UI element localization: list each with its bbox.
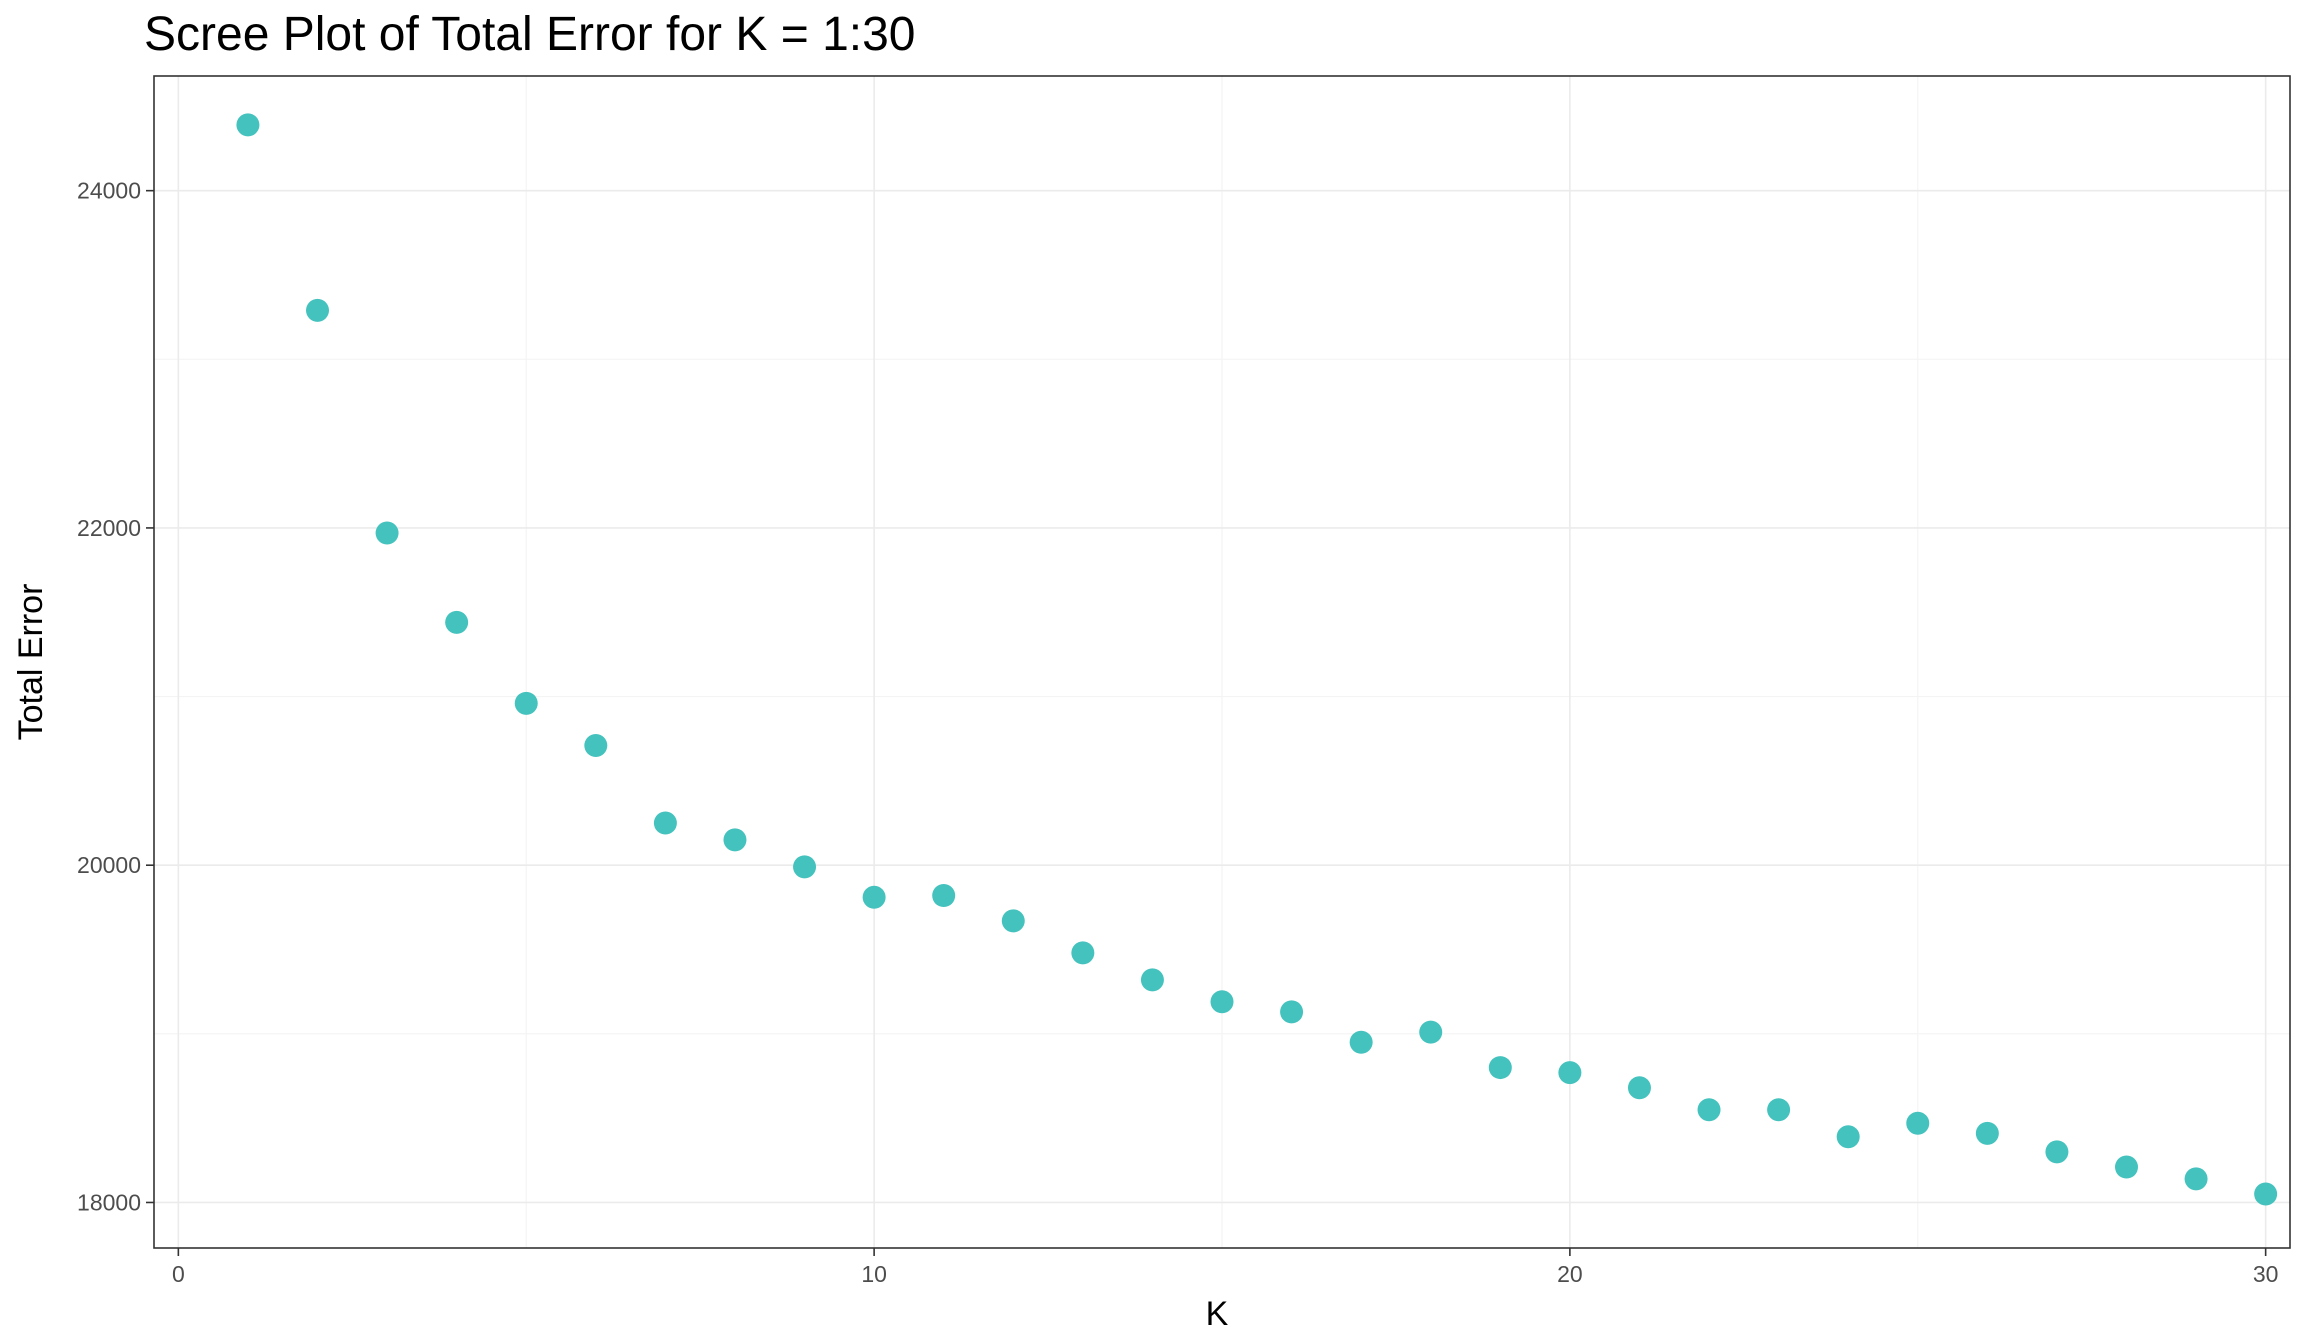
grid-lines bbox=[154, 76, 2290, 1248]
data-point bbox=[2184, 1167, 2208, 1191]
data-point bbox=[1697, 1098, 1721, 1122]
x-tick-label: 20 bbox=[1557, 1261, 1583, 1287]
data-point bbox=[1975, 1121, 1999, 1145]
x-tick-label: 30 bbox=[2253, 1261, 2279, 1287]
data-point bbox=[2254, 1182, 2278, 1206]
data-point bbox=[1419, 1020, 1443, 1044]
panel-border bbox=[153, 75, 2291, 1249]
data-point bbox=[375, 521, 399, 545]
data-point bbox=[1488, 1056, 1512, 1080]
data-point bbox=[793, 855, 817, 879]
data-point bbox=[1627, 1076, 1651, 1100]
x-tick-label: 10 bbox=[861, 1261, 887, 1287]
data-point bbox=[862, 885, 886, 909]
x-tick-label: 0 bbox=[172, 1261, 185, 1287]
data-point bbox=[1558, 1061, 1582, 1085]
data-point bbox=[653, 811, 677, 835]
data-point bbox=[1836, 1125, 1860, 1149]
data-point bbox=[1001, 909, 1025, 933]
data-point bbox=[1140, 968, 1164, 992]
data-point bbox=[1767, 1098, 1791, 1122]
data-point bbox=[2114, 1155, 2138, 1179]
data-point bbox=[306, 298, 330, 322]
data-point bbox=[445, 610, 469, 634]
chart-title: Scree Plot of Total Error for K = 1:30 bbox=[144, 8, 916, 61]
data-point bbox=[932, 884, 956, 908]
x-axis-title: K bbox=[1206, 1295, 1229, 1333]
data-points bbox=[236, 113, 2278, 1206]
y-axis-title: Total Error bbox=[12, 584, 50, 741]
y-tick-label: 18000 bbox=[77, 1189, 141, 1215]
data-point bbox=[514, 691, 538, 715]
data-point bbox=[1280, 1000, 1304, 1024]
data-point bbox=[1210, 990, 1234, 1014]
y-tick-label: 22000 bbox=[77, 515, 141, 541]
data-point bbox=[1906, 1111, 1930, 1135]
axis-ticks: 0 10 20 30 18000 20000 22000 24000 bbox=[77, 178, 2278, 1287]
data-point bbox=[1071, 941, 1095, 965]
data-point bbox=[723, 828, 747, 852]
y-tick-label: 20000 bbox=[77, 852, 141, 878]
y-tick-label: 24000 bbox=[77, 178, 141, 204]
data-point bbox=[2045, 1140, 2069, 1164]
data-point bbox=[236, 113, 260, 137]
data-point bbox=[584, 733, 608, 757]
data-point bbox=[1349, 1030, 1373, 1054]
